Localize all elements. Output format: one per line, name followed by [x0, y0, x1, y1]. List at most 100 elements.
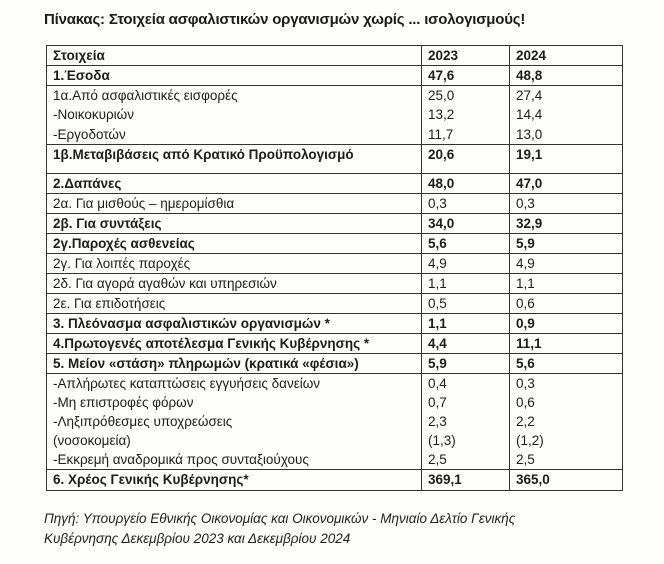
table-row: 2.Δαπάνες 48,0 47,0 — [46, 173, 623, 194]
cell-line: 0,3 — [516, 376, 535, 391]
cell-line: 5,6 — [428, 236, 447, 251]
table-row: -Απλήρωτες καταπτώσεις εγγυήσεις δανείων… — [46, 373, 623, 470]
cell-line: 5,9 — [516, 236, 535, 251]
header-cell-label: Στοιχεία — [46, 45, 422, 66]
cell-line: 2,3 — [428, 414, 447, 429]
cell-line: 0,3 — [516, 196, 535, 211]
cell-line: -Νοικοκυριών — [53, 107, 134, 123]
table-row: 3. Πλεόνασμα ασφαλιστικών οργανισμών * 1,… — [46, 313, 623, 334]
cell-line: 2,2 — [516, 414, 535, 429]
source-note-line-1: Πηγή: Υπουργείο Εθνικής Οικονομίας και Ο… — [44, 511, 516, 526]
cell-label: 2β. Για συντάξεις — [46, 213, 422, 234]
cell-v2024: 5,6 — [509, 353, 623, 374]
cell-line: 1.Έσοδα — [53, 68, 110, 83]
cell-line: (1,3) — [428, 433, 456, 448]
cell-label: 6. Χρέος Γενικής Κυβέρνησης* — [46, 469, 422, 491]
cell-line: 0,5 — [428, 296, 447, 311]
cell-label: 2.Δαπάνες — [46, 173, 422, 194]
cell-line: 48,8 — [516, 68, 543, 83]
cell-line: 2.Δαπάνες — [53, 176, 122, 191]
cell-label: 5. Μείον «στάση» πληρωμών (κρατικά «φέσι… — [46, 353, 422, 374]
cell-v2023: 20,6 — [421, 144, 510, 174]
cell-line: -Απλήρωτες καταπτώσεις εγγυήσεις δανείων — [53, 376, 321, 391]
cell-line: 4,4 — [428, 336, 447, 351]
table-row: 1.Έσοδα 47,6 48,8 — [46, 65, 623, 86]
cell-line: 34,0 — [428, 216, 455, 231]
cell-line: 369,1 — [428, 472, 462, 487]
cell-line: 20,6 — [428, 147, 455, 162]
cell-v2024: 0,3 0,6 2,2 (1,2) 2,5 — [509, 373, 623, 470]
cell-line: 1,1 — [428, 276, 447, 291]
cell-line: 47,6 — [428, 68, 455, 83]
cell-label: 1.Έσοδα — [46, 65, 422, 86]
cell-v2023: 4,4 — [421, 333, 510, 354]
cell-line: 1α.Από ασφαλιστικές εισφορές — [53, 88, 238, 103]
cell-v2023: 369,1 — [421, 469, 510, 491]
cell-line: 3. Πλεόνασμα ασφαλιστικών οργανισμών * — [53, 316, 330, 331]
cell-line: -Εκκρεμή αναδρομικά προς συνταξιούχους — [53, 452, 309, 467]
cell-line: 0,6 — [516, 395, 535, 410]
cell-line: 2ε. Για επιδοτήσεις — [53, 296, 166, 311]
cell-v2024: 47,0 — [509, 173, 623, 194]
cell-v2023: 1,1 — [421, 273, 510, 294]
cell-line: 2,5 — [428, 452, 447, 467]
table-row: 2β. Για συντάξεις 34,0 32,9 — [46, 213, 623, 234]
cell-line: 0,9 — [516, 316, 535, 331]
cell-line: 2,5 — [516, 452, 535, 467]
cell-line: 0,3 — [428, 196, 447, 211]
cell-label: 4.Πρωτογενές αποτέλεσμα Γενικής Κυβέρνησ… — [46, 333, 422, 354]
table-row: 4.Πρωτογενές αποτέλεσμα Γενικής Κυβέρνησ… — [46, 333, 623, 354]
cell-line: (νοσοκομεία) — [53, 433, 131, 448]
cell-v2023: 5,9 — [421, 353, 510, 374]
cell-line: 25,0 — [428, 88, 455, 103]
table-row: 2γ.Παροχές ασθενείας 5,6 5,9 — [46, 233, 623, 254]
cell-v2023: 47,6 — [421, 65, 510, 86]
table-row: 5. Μείον «στάση» πληρωμών (κρατικά «φέσι… — [46, 353, 623, 374]
cell-line: 32,9 — [516, 216, 543, 231]
insurance-funds-table: Στοιχεία 2023 2024 1.Έσοδα 47,6 48,8 1α.Από… — [46, 45, 623, 491]
header-row: Στοιχεία 2023 2024 — [46, 45, 623, 66]
cell-line: 4,9 — [516, 256, 535, 271]
cell-v2024: 0,9 — [509, 313, 623, 334]
header-cell-2024: 2024 — [509, 45, 623, 66]
cell-label: 2α. Για μισθούς – ημερομίσθια — [46, 193, 422, 214]
cell-v2023: 0,5 — [421, 293, 510, 314]
cell-v2024: 365,0 — [509, 469, 623, 491]
table-title: Πίνακας: Στοιχεία ασφαλιστικών οργανισμώ… — [44, 11, 526, 28]
cell-line: 0,6 — [516, 296, 535, 311]
cell-line: 6. Χρέος Γενικής Κυβέρνησης* — [53, 472, 249, 487]
table-row: 6. Χρέος Γενικής Κυβέρνησης* 369,1 365,0 — [46, 469, 623, 491]
cell-line: 0,4 — [428, 376, 447, 391]
cell-v2023: 48,0 — [421, 173, 510, 194]
cell-line: 1β.Μεταβιβάσεις από Κρατικό Προϋπολογισμ… — [53, 147, 354, 162]
cell-line: 0,7 — [428, 395, 447, 410]
cell-line: 4,9 — [428, 256, 447, 271]
table-row: 1α.Από ασφαλιστικές εισφορές -Νοικοκυριών… — [46, 85, 623, 145]
cell-line: 14,4 — [516, 107, 543, 123]
cell-line: 365,0 — [516, 472, 550, 487]
cell-label: 3. Πλεόνασμα ασφαλιστικών οργανισμών * — [46, 313, 422, 334]
cell-line: 19,1 — [516, 147, 543, 162]
cell-line: 5,9 — [428, 356, 447, 371]
cell-line: 2γ. Για λοιπές παροχές — [53, 256, 191, 271]
cell-v2024: 27,4 14,4 13,0 — [509, 85, 623, 145]
cell-label: 1β.Μεταβιβάσεις από Κρατικό Προϋπολογισμ… — [46, 144, 422, 174]
cell-line: 27,4 — [516, 88, 543, 103]
cell-line: 2α. Για μισθούς – ημερομίσθια — [53, 196, 235, 211]
table-row: 2γ. Για λοιπές παροχές 4,9 4,9 — [46, 253, 623, 274]
cell-v2023: 4,9 — [421, 253, 510, 274]
cell-line: 1,1 — [516, 276, 535, 291]
cell-line: 13,0 — [516, 126, 543, 142]
cell-v2024: 11,1 — [509, 333, 623, 354]
cell-label: 1α.Από ασφαλιστικές εισφορές -Νοικοκυριών… — [46, 85, 422, 145]
cell-label: 2γ. Για λοιπές παροχές — [46, 253, 422, 274]
cell-v2024: 1,1 — [509, 273, 623, 294]
cell-line: -Ληξιπρόθεσμες υποχρεώσεις — [53, 414, 233, 429]
cell-v2023: 0,4 0,7 2,3 (1,3) 2,5 — [421, 373, 510, 470]
cell-line: 2γ.Παροχές ασθενείας — [53, 236, 195, 251]
cell-line: -Εργοδοτών — [53, 126, 126, 142]
table-row: 1β.Μεταβιβάσεις από Κρατικό Προϋπολογισμ… — [46, 144, 623, 174]
cell-line: -Μη επιστροφές φόρων — [53, 395, 194, 410]
table-row: 2δ. Για αγορά αγαθών και υπηρεσιών 1,1 1,1 — [46, 273, 623, 294]
cell-v2024: 32,9 — [509, 213, 623, 234]
